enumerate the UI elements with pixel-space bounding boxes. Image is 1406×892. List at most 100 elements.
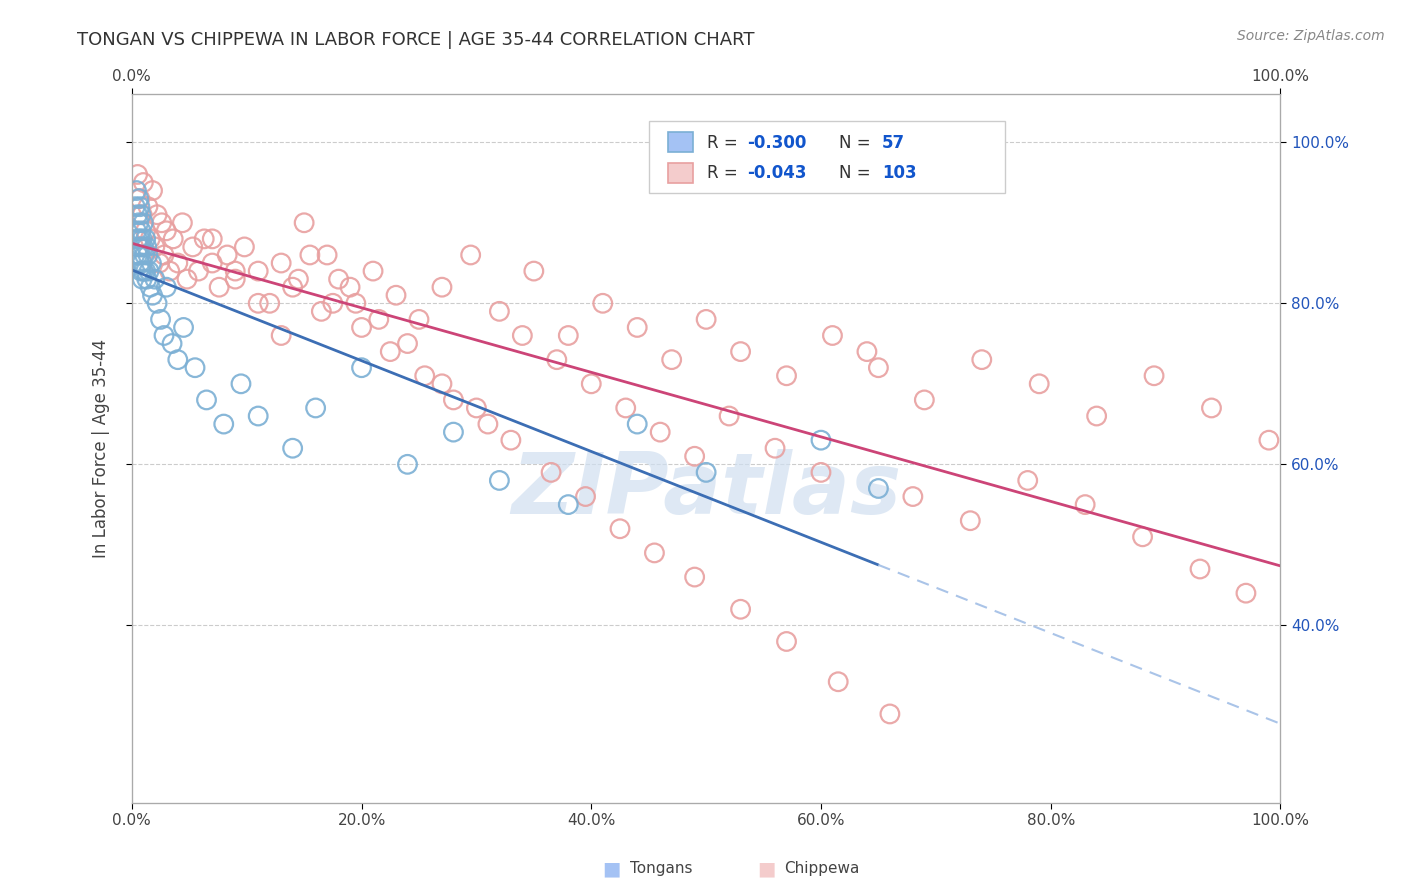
Point <box>512 328 534 343</box>
Text: ZIPatlas: ZIPatlas <box>510 450 901 533</box>
Point <box>135 264 157 278</box>
Point <box>131 208 153 222</box>
Point <box>135 272 157 286</box>
Point <box>287 272 309 286</box>
Point <box>380 344 402 359</box>
Point <box>316 248 339 262</box>
Point <box>626 320 648 334</box>
Point <box>730 602 752 616</box>
Text: R =: R = <box>707 163 744 182</box>
Point <box>172 216 194 230</box>
Point <box>311 304 333 318</box>
Point <box>146 208 169 222</box>
Point <box>212 417 235 431</box>
Point <box>141 184 163 198</box>
Point <box>127 168 149 182</box>
Point <box>136 248 159 262</box>
Point <box>298 248 321 262</box>
Point <box>128 192 150 206</box>
Point <box>131 256 153 270</box>
Text: N =: N = <box>839 163 876 182</box>
Point <box>129 248 152 262</box>
Point <box>181 240 204 254</box>
Point <box>129 240 152 254</box>
Text: Source: ZipAtlas.com: Source: ZipAtlas.com <box>1237 29 1385 43</box>
Text: 57: 57 <box>882 134 905 152</box>
Point <box>184 360 207 375</box>
Point <box>146 296 169 310</box>
Point <box>131 272 153 286</box>
Point <box>281 442 304 455</box>
Point <box>224 272 246 286</box>
Point <box>128 216 150 230</box>
Point <box>810 433 832 447</box>
Point <box>201 256 224 270</box>
Point <box>396 458 419 472</box>
Point <box>385 288 408 302</box>
Point <box>129 232 152 246</box>
Point <box>868 482 890 496</box>
Point <box>148 256 170 270</box>
Point <box>718 409 741 423</box>
Point <box>810 466 832 480</box>
Point <box>159 264 181 278</box>
Point <box>1074 498 1097 512</box>
Point <box>546 352 568 367</box>
Point <box>166 352 188 367</box>
Text: R =: R = <box>707 134 744 152</box>
Point <box>1143 368 1166 383</box>
Point <box>155 280 177 294</box>
Point <box>139 280 162 294</box>
Text: Chippewa: Chippewa <box>785 862 860 876</box>
Y-axis label: In Labor Force | Age 35-44: In Labor Force | Age 35-44 <box>93 339 110 558</box>
Point <box>208 280 231 294</box>
Point <box>143 272 166 286</box>
Point <box>1017 474 1039 488</box>
Point <box>1201 401 1223 415</box>
Point <box>695 466 717 480</box>
Point <box>166 256 188 270</box>
Point <box>443 425 465 439</box>
Point <box>901 490 924 504</box>
Point <box>127 232 149 246</box>
Point <box>304 401 326 415</box>
Point <box>135 224 157 238</box>
Point <box>125 184 148 198</box>
Text: N =: N = <box>839 134 876 152</box>
Point <box>162 232 184 246</box>
Point <box>217 248 239 262</box>
Point <box>138 264 160 278</box>
Point <box>488 474 510 488</box>
Point <box>247 409 270 423</box>
Point <box>1132 530 1154 544</box>
Text: ■: ■ <box>602 859 621 879</box>
Point <box>557 328 579 343</box>
Point <box>775 368 797 383</box>
Point <box>592 296 614 310</box>
Point <box>430 376 453 391</box>
Point <box>125 224 148 238</box>
Point <box>1188 562 1211 576</box>
Point <box>141 288 163 302</box>
Text: 103: 103 <box>882 163 917 182</box>
Point <box>970 352 993 367</box>
Point <box>912 392 935 407</box>
Point <box>626 417 648 431</box>
Point <box>488 304 510 318</box>
Text: Tongans: Tongans <box>630 862 692 876</box>
Point <box>661 352 683 367</box>
Point <box>229 376 252 391</box>
Point <box>153 248 176 262</box>
FancyBboxPatch shape <box>648 120 1005 194</box>
Point <box>361 264 384 278</box>
Point <box>129 224 152 238</box>
Point <box>683 450 706 464</box>
Point <box>1085 409 1108 423</box>
Point <box>247 264 270 278</box>
Point <box>201 232 224 246</box>
Point <box>540 466 562 480</box>
Point <box>127 248 149 262</box>
Point <box>574 490 596 504</box>
Point <box>396 336 419 351</box>
Point <box>763 442 786 455</box>
